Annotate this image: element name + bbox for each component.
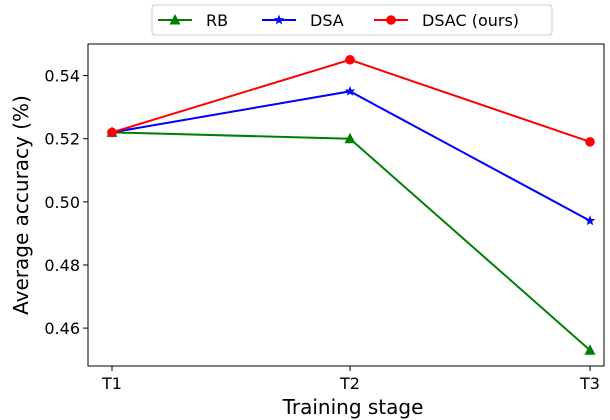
series-line-dsac-ours — [111, 58, 591, 143]
y-axis: 0.46 0.48 0.50 0.52 0.54 — [44, 67, 88, 338]
series-layer — [106, 54, 596, 355]
legend-marker — [169, 14, 181, 25]
data-point-dsa — [344, 85, 356, 96]
legend-label: DSA — [310, 11, 344, 30]
y-tick-label: 0.54 — [44, 67, 80, 86]
data-point-dsac-ours — [345, 54, 355, 65]
x-axis-title: Training stage — [282, 395, 424, 419]
series-dsa — [106, 85, 596, 226]
plot-frame — [87, 43, 605, 367]
y-tick-label: 0.48 — [44, 256, 80, 275]
y-tick-label: 0.46 — [44, 319, 80, 338]
x-tick-label: T1 — [101, 374, 122, 393]
legend-marker — [273, 14, 285, 25]
series-line-rb — [111, 131, 591, 351]
y-axis-title: Average accuracy (%) — [9, 95, 33, 315]
y-tick-label: 0.52 — [44, 130, 80, 149]
x-tick-label: T2 — [339, 374, 360, 393]
data-point-rb — [344, 132, 356, 144]
legend-label: DSAC (ours) — [422, 11, 519, 30]
data-point-dsa — [584, 215, 596, 226]
legend-item-dsa: DSA — [262, 11, 344, 30]
data-point-dsac-ours — [107, 127, 117, 138]
series-rb — [106, 126, 596, 355]
legend-frame — [151, 4, 553, 36]
data-point-dsac-ours — [585, 137, 595, 147]
legend-item-dsac-ours: DSAC (ours) — [374, 11, 519, 30]
y-tick-label: 0.50 — [44, 193, 80, 212]
legend: RB DSA DSAC (ours) — [151, 4, 553, 36]
x-tick-label: T3 — [579, 374, 600, 393]
series-dsac-ours — [107, 54, 595, 147]
legend-label: RB — [206, 11, 228, 30]
plot-area: 0.46 0.48 0.50 0.52 0.54 T1 T2 T3 — [44, 43, 605, 393]
x-axis: T1 T2 T3 — [101, 366, 600, 393]
data-point-rb — [584, 344, 596, 355]
legend-item-rb: RB — [158, 11, 228, 30]
legend-marker — [386, 15, 396, 25]
